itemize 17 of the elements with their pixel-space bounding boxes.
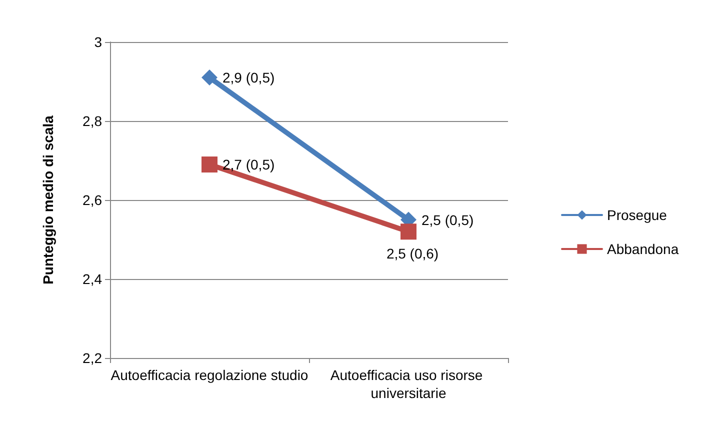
y-tick-label: 3 — [94, 34, 102, 50]
y-tick-label: 2,6 — [82, 192, 102, 208]
legend-label: Prosegue — [607, 207, 668, 223]
point — [400, 224, 416, 240]
data-label: 2,5 (0,6) — [386, 246, 439, 262]
legend-label: Abbandona — [607, 241, 679, 257]
y-tick-label: 2,8 — [82, 113, 102, 129]
point — [202, 70, 218, 86]
data-label: 2,7 (0,5) — [222, 156, 275, 172]
data-label: 2,5 (0,5) — [422, 212, 474, 228]
data-label: 2,9 (0,5) — [222, 70, 275, 86]
y-tick-label: 2,2 — [82, 350, 102, 366]
x-tick-label: Autoefficacia uso risorse universitarie — [330, 367, 487, 401]
y-tick-label: 2,4 — [82, 271, 102, 287]
x-tick-label: Autoefficacia regolazione studio — [110, 367, 308, 383]
y-axis-title: Punteggio medio di scala — [40, 115, 56, 284]
point — [202, 156, 218, 172]
